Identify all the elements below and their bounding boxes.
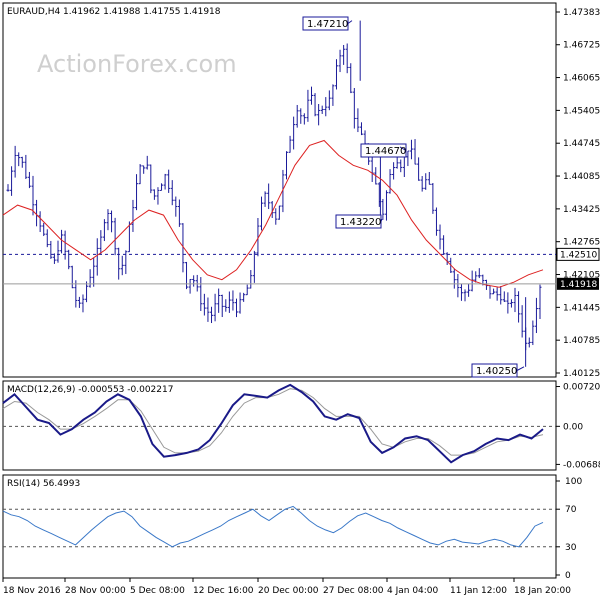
x-axis: 18 Nov 2016 28 Nov 00:00 5 Dec 08:00 12 Dec… bbox=[2, 578, 571, 596]
moving-average bbox=[2, 139, 544, 288]
resistance-line: 1.42510 bbox=[3, 247, 600, 261]
callout-leader bbox=[516, 366, 525, 371]
price-y-tick-label: 1.40785 bbox=[563, 336, 600, 346]
callout-leader bbox=[380, 218, 383, 222]
rsi-panel: RSI(14) 56.4993 100 70 30 0 bbox=[2, 477, 582, 581]
price-callouts: 1.47210 1.44670 1.43220 1.40250 bbox=[302, 16, 525, 378]
x-tick-label: 28 Nov 00:00 bbox=[65, 586, 126, 596]
panel-frames bbox=[2, 2, 557, 579]
x-tick-label: 18 Jan 20:00 bbox=[514, 586, 571, 596]
rsi-header: RSI(14) 56.4993 bbox=[7, 479, 80, 489]
price-candles bbox=[6, 20, 542, 367]
callout-label: 1.47210 bbox=[307, 19, 348, 30]
x-tick-label: 11 Jan 12:00 bbox=[450, 586, 507, 596]
price-y-tick-label: 1.47383 bbox=[563, 8, 600, 18]
rsi-y-tick-label: 100 bbox=[565, 477, 582, 487]
x-tick-label: 27 Dec 08:00 bbox=[323, 586, 384, 596]
macd-line bbox=[2, 383, 544, 464]
moving-average-line bbox=[2, 139, 544, 288]
x-tick-label: 5 Dec 08:00 bbox=[130, 586, 185, 596]
price-y-tick-label: 1.42105 bbox=[563, 271, 600, 281]
price-y-tick-label: 1.42765 bbox=[563, 238, 600, 248]
x-tick-label: 20 Dec 00:00 bbox=[258, 586, 319, 596]
rsi-y-tick-label: 30 bbox=[565, 543, 577, 553]
price-y-tick-label: 1.44085 bbox=[563, 172, 600, 182]
macd-y-tick-label: 0.00 bbox=[563, 422, 583, 432]
panel-frame-2 bbox=[2, 474, 557, 579]
price-y-tick-label: 1.41445 bbox=[563, 303, 600, 313]
macd-y-tick-label: 0.007201 bbox=[563, 383, 600, 393]
x-tick-label: 18 Nov 2016 bbox=[3, 586, 61, 596]
price-panel: ActionForex.com EURAUD,H4 1.41962 1.4198… bbox=[2, 7, 600, 379]
watermark: ActionForex.com bbox=[37, 50, 237, 78]
resistance-label: 1.42510 bbox=[560, 250, 597, 260]
price-y-tick-label: 1.40125 bbox=[563, 369, 600, 379]
last-price-label: 1.41918 bbox=[560, 280, 597, 290]
macd-signal-line bbox=[2, 388, 544, 456]
macd-y-axis: 0.007201 0.00 -0.006888 bbox=[556, 383, 600, 470]
rsi-y-axis: 100 70 30 0 bbox=[556, 477, 582, 581]
callout-label: 1.44670 bbox=[365, 146, 406, 157]
macd-y-tick-label: -0.006888 bbox=[563, 460, 600, 470]
resistance-label-box bbox=[556, 247, 600, 261]
rsi-lines bbox=[2, 505, 556, 548]
symbol-header: EURAUD,H4 1.41962 1.41988 1.41755 1.4191… bbox=[7, 7, 221, 17]
panel-frame-0 bbox=[2, 2, 557, 378]
callout-leader bbox=[399, 146, 407, 151]
callout-label: 1.43220 bbox=[340, 217, 381, 228]
price-y-tick-label: 1.43425 bbox=[563, 205, 600, 215]
price-y-tick-label: 1.45405 bbox=[563, 106, 600, 116]
price-y-tick-label: 1.46725 bbox=[563, 41, 600, 51]
macd-lines bbox=[2, 383, 556, 464]
rsi-y-tick-label: 70 bbox=[565, 505, 577, 515]
price-y-tick-label: 1.46065 bbox=[563, 74, 600, 84]
x-tick-label: 12 Dec 16:00 bbox=[193, 586, 254, 596]
macd-panel: MACD(12,26,9) -0.000553 -0.002217 0.0072… bbox=[2, 383, 600, 470]
rsi-y-tick-label: 0 bbox=[565, 571, 571, 581]
price-y-tick-label: 1.44745 bbox=[563, 139, 600, 149]
price-y-axis: 1.47383 1.46725 1.46065 1.45405 1.44745 1.440… bbox=[556, 8, 600, 379]
rsi-line bbox=[2, 505, 544, 548]
macd-header: MACD(12,26,9) -0.000553 -0.002217 bbox=[7, 385, 173, 395]
callout-label: 1.40250 bbox=[476, 366, 517, 377]
panel-frame-1 bbox=[2, 380, 557, 471]
x-tick-label: 4 Jan 04:00 bbox=[387, 586, 439, 596]
callout-leader bbox=[347, 20, 353, 24]
last-price-label-box bbox=[557, 277, 599, 290]
last-price-line: 1.41918 bbox=[3, 277, 599, 290]
